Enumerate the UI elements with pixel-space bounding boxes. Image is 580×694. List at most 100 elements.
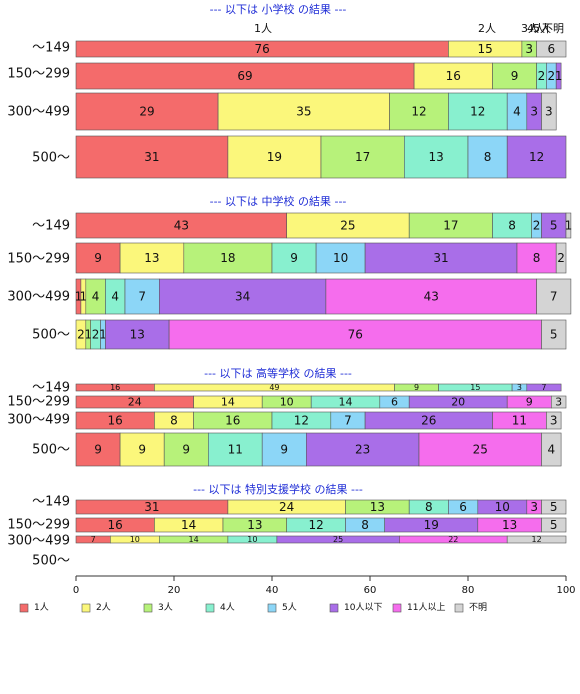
data-label: 1	[75, 290, 83, 304]
panel-title-0: --- 以下は 小学校 の結果 ---	[210, 2, 347, 16]
bar-segment	[105, 319, 170, 350]
bar-segment	[492, 212, 533, 239]
data-label: 16	[108, 414, 123, 428]
bar-segment	[408, 212, 493, 239]
data-label: 3	[517, 383, 522, 392]
data-label: 14	[189, 535, 199, 544]
bar-segment	[526, 383, 562, 392]
category-label: 〜149	[32, 381, 70, 396]
data-label: 2	[557, 251, 565, 265]
data-label: 49	[269, 383, 279, 392]
bar-segment	[119, 432, 165, 467]
data-label: 3	[555, 396, 562, 409]
data-label: 34	[235, 290, 250, 304]
data-label: 31	[433, 251, 448, 265]
data-label: 18	[220, 251, 235, 265]
data-label: 5	[550, 219, 558, 233]
category-label: 〜149	[32, 219, 70, 234]
bar-segment	[541, 432, 562, 467]
legend-label: 5人	[282, 602, 297, 613]
bar-segment	[159, 278, 327, 315]
data-label: 15	[470, 383, 480, 392]
data-label: 1	[84, 328, 92, 342]
bar-segment	[541, 92, 557, 131]
legend-label: 不明	[469, 602, 487, 613]
data-label: 5	[550, 500, 558, 514]
bar-segment	[555, 242, 567, 274]
data-label: 29	[139, 105, 154, 119]
data-label: 8	[425, 500, 433, 514]
bar-segment	[550, 395, 567, 409]
bar-segment	[506, 535, 567, 544]
data-label: 76	[255, 42, 270, 56]
data-label: 12	[532, 535, 542, 544]
bar-segment	[541, 517, 567, 533]
data-label: 19	[267, 150, 282, 164]
data-label: 3	[530, 105, 538, 119]
data-label: 2	[547, 69, 555, 83]
data-label: 26	[421, 414, 436, 428]
bar-segment	[168, 319, 542, 350]
data-label: 11	[228, 443, 243, 457]
data-label: 8	[361, 518, 369, 532]
data-label: 20	[451, 396, 465, 409]
data-label: 25	[340, 219, 355, 233]
data-label: 12	[411, 105, 426, 119]
data-label: 14	[339, 396, 353, 409]
header-label-1: 2人	[478, 22, 496, 35]
data-label: 1	[555, 69, 563, 83]
panel-title-2: --- 以下は 高等学校 の結果 ---	[204, 366, 352, 380]
data-label: 12	[308, 518, 323, 532]
data-label: 6	[459, 500, 467, 514]
category-label: 300〜499	[7, 534, 70, 549]
data-label: 3	[550, 414, 558, 428]
data-label: 25	[333, 535, 343, 544]
data-label: 24	[128, 396, 142, 409]
data-label: 13	[370, 500, 385, 514]
data-label: 13	[144, 251, 159, 265]
data-label: 17	[443, 219, 458, 233]
bar-segment	[320, 135, 405, 179]
data-label: 13	[429, 150, 444, 164]
bar-segment	[305, 432, 420, 467]
data-label: 3	[530, 500, 538, 514]
data-label: 4	[111, 290, 119, 304]
x-tick-label: 60	[364, 585, 377, 596]
data-label: 10	[280, 396, 294, 409]
bar-segment	[467, 135, 508, 179]
data-label: 5	[550, 328, 558, 342]
legend-label: 2人	[96, 602, 111, 613]
bar-segment	[555, 62, 562, 90]
category-label: 150〜299	[7, 395, 70, 410]
category-label: 500〜	[32, 151, 70, 166]
bar-segment	[325, 278, 537, 315]
data-label: 15	[478, 42, 493, 56]
bar-segment	[546, 411, 562, 430]
data-label: 17	[355, 150, 370, 164]
data-label: 43	[424, 290, 439, 304]
category-label: 500〜	[32, 328, 70, 343]
legend-label: 4人	[220, 602, 235, 613]
bar-segment	[536, 40, 567, 58]
bar-segment	[227, 135, 322, 179]
data-label: 9	[511, 69, 519, 83]
bar-segment	[119, 242, 185, 274]
bar-segment	[217, 92, 390, 131]
data-label: 16	[110, 383, 120, 392]
bar-segment	[541, 499, 567, 515]
data-label: 22	[448, 535, 458, 544]
legend-swatch	[267, 603, 277, 613]
bar-segment	[541, 212, 567, 239]
bar-segment	[565, 212, 572, 239]
data-label: 16	[446, 69, 461, 83]
bar-segment	[315, 242, 366, 274]
data-label: 9	[138, 443, 146, 457]
legend-swatch	[205, 603, 215, 613]
data-label: 11	[512, 414, 527, 428]
legend-swatch	[454, 603, 464, 613]
data-label: 7	[541, 383, 546, 392]
data-label: 23	[355, 443, 370, 457]
data-label: 9	[94, 251, 102, 265]
data-label: 10	[130, 535, 140, 544]
bar-segment	[541, 319, 567, 350]
